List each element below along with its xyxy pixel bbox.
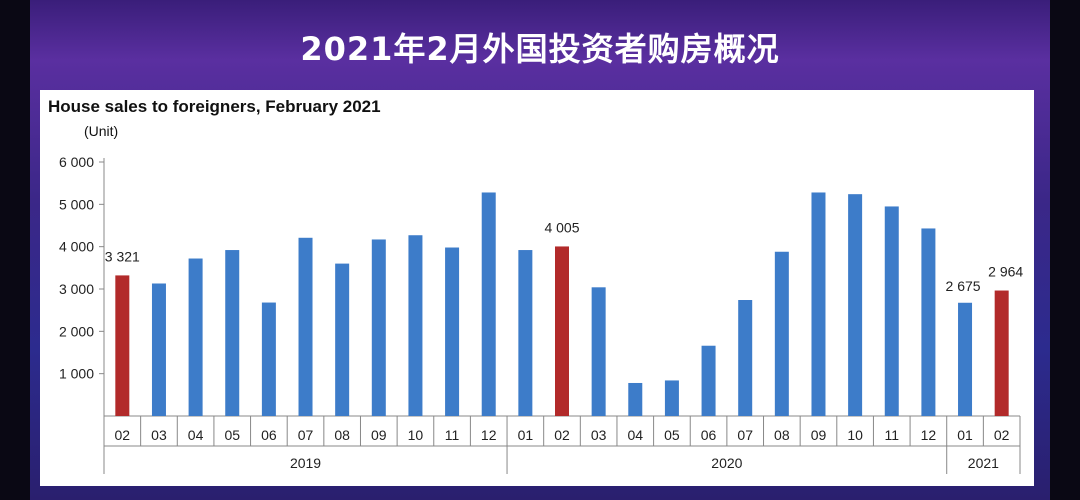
y-tick-label: 3 000 (59, 281, 94, 297)
y-tick-label: 4 000 (59, 239, 94, 255)
bar-chart: House sales to foreigners, February 2021… (48, 97, 1023, 474)
bar (445, 247, 460, 416)
bar (664, 380, 679, 416)
x-tick-label: 02 (994, 427, 1010, 443)
year-group-label: 2021 (968, 455, 999, 471)
x-tick-label: 08 (334, 427, 350, 443)
x-tick-label: 01 (518, 427, 534, 443)
y-tick-label: 5 000 (59, 196, 94, 212)
bar-highlighted (115, 275, 130, 416)
x-tick-label: 02 (554, 427, 570, 443)
x-tick-label: 07 (737, 427, 753, 443)
bar (371, 239, 386, 416)
bar (518, 250, 533, 416)
x-tick-label: 09 (371, 427, 387, 443)
chart-title: House sales to foreigners, February 2021 (48, 97, 381, 116)
data-label: 2 675 (946, 278, 981, 294)
bar (151, 283, 166, 416)
bar (225, 250, 240, 416)
x-tick-label: 08 (774, 427, 790, 443)
bar (335, 263, 350, 416)
bar-highlighted (555, 246, 569, 416)
x-tick-label: 05 (224, 427, 240, 443)
x-tick-label: 06 (261, 427, 277, 443)
bar (628, 382, 643, 416)
x-tick-label: 04 (188, 427, 204, 443)
x-tick-label: 06 (701, 427, 717, 443)
chart-panel: House sales to foreigners, February 2021… (40, 90, 1034, 486)
x-tick-label: 10 (408, 427, 424, 443)
data-label: 4 005 (544, 219, 579, 235)
data-label: 2 964 (988, 264, 1023, 280)
bar (811, 192, 826, 416)
bar (188, 258, 203, 416)
y-tick-label: 1 000 (59, 366, 94, 382)
data-label: 3 321 (105, 248, 140, 264)
x-tick-label: 12 (921, 427, 937, 443)
bar (408, 235, 423, 416)
bar (298, 237, 313, 416)
bar (774, 251, 789, 416)
x-tick-label: 03 (151, 427, 167, 443)
y-tick-label: 6 000 (59, 154, 94, 170)
x-tick-label: 11 (884, 427, 899, 443)
bar (481, 192, 496, 416)
bar (884, 206, 899, 416)
bar (701, 345, 716, 416)
x-tick-label: 05 (664, 427, 680, 443)
x-tick-label: 09 (811, 427, 827, 443)
bar (591, 287, 606, 416)
year-group-label: 2019 (290, 455, 321, 471)
bar (261, 302, 276, 416)
x-tick-label: 10 (847, 427, 863, 443)
bar (958, 302, 973, 416)
x-tick-label: 12 (481, 427, 497, 443)
bar-highlighted (994, 290, 1009, 416)
x-tick-label: 04 (627, 427, 643, 443)
x-tick-label: 01 (957, 427, 973, 443)
bar (738, 300, 753, 416)
x-tick-label: 03 (591, 427, 607, 443)
x-tick-label: 02 (115, 427, 131, 443)
unit-label: (Unit) (84, 123, 118, 139)
bar (921, 228, 936, 416)
x-tick-label: 07 (298, 427, 314, 443)
y-tick-label: 2 000 (59, 323, 94, 339)
x-tick-label: 11 (445, 427, 460, 443)
year-group-label: 2020 (711, 455, 742, 471)
bar (848, 194, 863, 416)
banner-title: 2021年2月外国投资者购房概况 (300, 30, 780, 68)
